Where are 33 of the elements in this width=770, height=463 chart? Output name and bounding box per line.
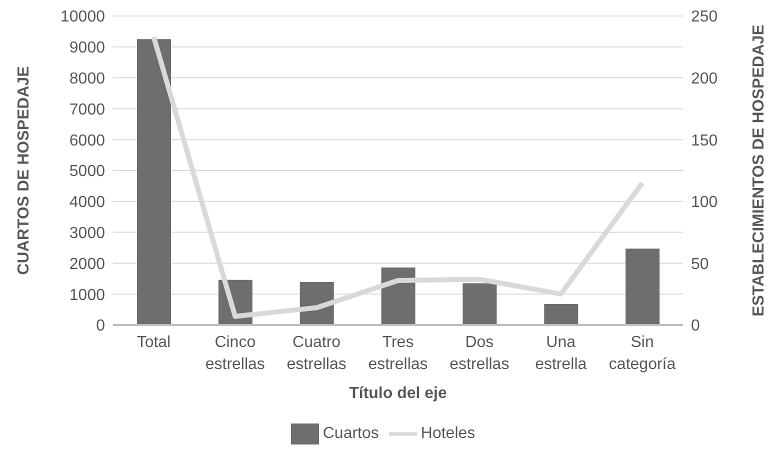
y2-tick-label: 150 [691, 132, 718, 150]
y2-tick-label: 50 [691, 256, 709, 273]
x-tick-label: Tres estrellas [368, 334, 428, 373]
y-tick-label: 8000 [69, 70, 106, 88]
x-tick-label: Una estrella [535, 334, 587, 373]
x-tick-label: Dos estrellas [450, 334, 510, 373]
x-tick-label: Sin categoría [608, 334, 676, 373]
y2-tick-label: 250 [691, 8, 718, 26]
y-tick-label: 10000 [60, 8, 106, 26]
y-tick-label: 9000 [69, 40, 106, 57]
bar [137, 39, 171, 325]
bar [462, 283, 497, 325]
bar [626, 248, 660, 325]
y-tick-label: 7000 [69, 101, 106, 118]
x-tick-label: Total [136, 334, 171, 351]
y-tick-label: 2000 [69, 256, 106, 273]
x-tick-label: Cuatro estrellas [286, 334, 346, 373]
y-tick-label: 0 [96, 318, 106, 335]
bar [544, 304, 578, 325]
legend-label: Cuartos [322, 425, 379, 442]
y-tick-label: 6000 [69, 132, 106, 150]
x-axis-title: Título del eje [349, 385, 447, 402]
y2-tick-label: 200 [691, 70, 718, 88]
y-tick-label: 1000 [69, 286, 106, 304]
y-tick-label: 3000 [69, 224, 106, 242]
y2-tick-label: 0 [691, 318, 700, 335]
y-tick-label: 5000 [69, 163, 106, 180]
y-tick-label: 4000 [69, 194, 106, 212]
legend-label: Hoteles [420, 425, 476, 442]
y-axis-title: CUARTOS DE HOSPEDAJE [16, 66, 33, 275]
x-tick-label: Cinco estrellas [205, 334, 265, 373]
y2-axis-title: ESTABLECIMIENTOS DE HOSPEDAJE [750, 24, 768, 316]
y2-tick-label: 100 [691, 194, 718, 212]
